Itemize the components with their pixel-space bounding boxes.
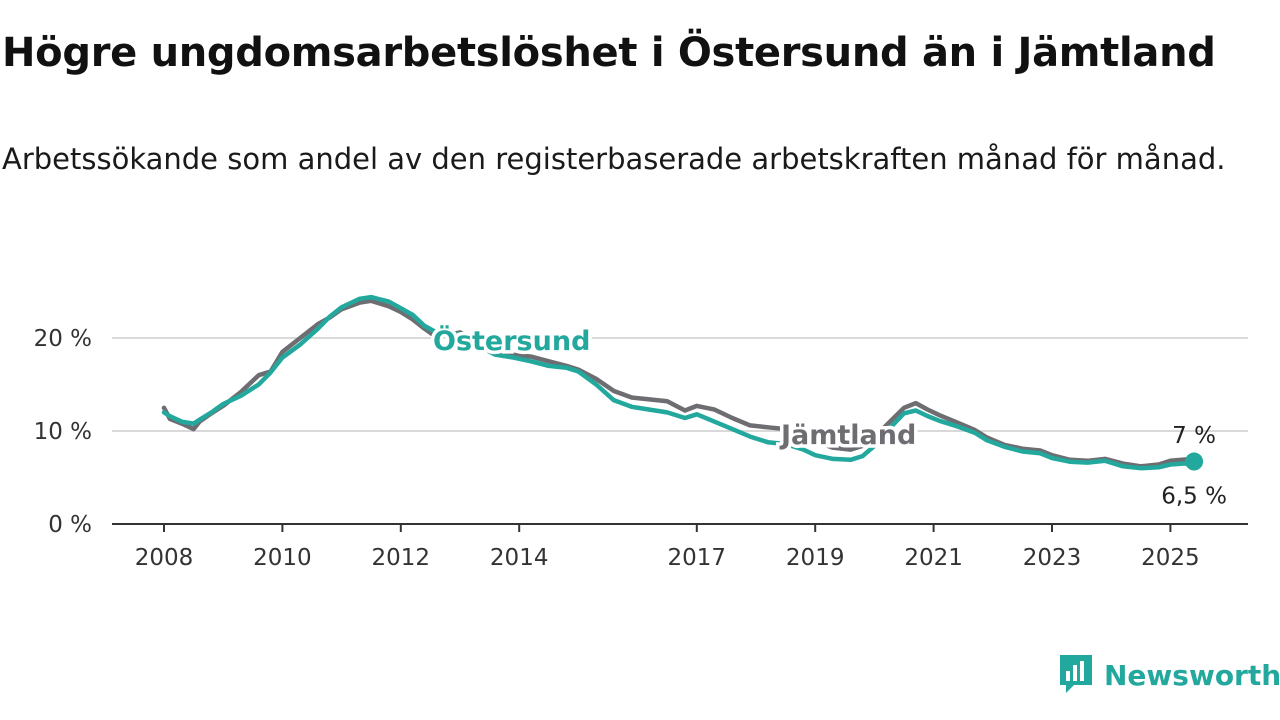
- y-tick-label: 20 %: [34, 326, 92, 352]
- series-lines: [161, 294, 1197, 471]
- x-tick-label: 2017: [668, 545, 727, 571]
- y-tick-label: 10 %: [34, 419, 92, 445]
- x-tick-label: 2023: [1023, 545, 1082, 571]
- chart-subtitle: Arbetssökande som andel av den registerb…: [2, 142, 1226, 176]
- x-tick-label: 2014: [490, 545, 549, 571]
- y-tick-label: 0 %: [48, 512, 92, 538]
- x-tick-label: 2012: [372, 545, 431, 571]
- series-end-marker: [1185, 452, 1204, 471]
- x-tick-label: 2010: [253, 545, 312, 571]
- series-label-ostersund: Östersund: [433, 324, 590, 357]
- x-axis: 2008 2010 2012 2014 2017 2019 2021 2023 2025: [112, 523, 1248, 571]
- series-label-jamtland: Jämtland: [779, 420, 916, 451]
- end-value-jamtland: 7 %: [1172, 423, 1216, 449]
- newsworthy-logo-icon: [1060, 655, 1092, 693]
- series-line: [161, 298, 1197, 469]
- series-line: [161, 294, 1197, 471]
- x-tick-label: 2019: [786, 545, 845, 571]
- brand-name: Newsworthy: [1104, 658, 1280, 692]
- x-tick-label: 2021: [904, 545, 963, 571]
- end-value-ostersund: 6,5 %: [1161, 484, 1227, 510]
- newsworthy-logo: Newsworthy: [1058, 652, 1280, 698]
- x-tick-label: 2008: [135, 545, 194, 571]
- y-axis-labels: 0 % 10 % 20 %: [34, 326, 92, 538]
- series-labels: Östersund Jämtland 7 % 6,5 %: [430, 321, 1227, 510]
- page-title: Högre ungdomsarbetslöshet i Östersund än…: [2, 30, 1216, 76]
- x-tick-label: 2025: [1141, 545, 1200, 571]
